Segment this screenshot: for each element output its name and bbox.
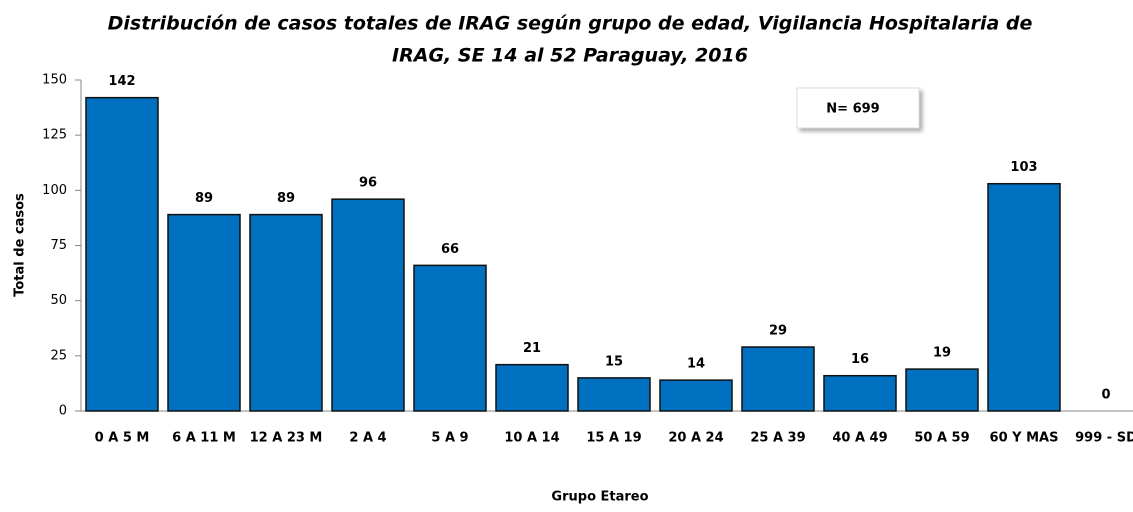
data-label: 16 — [851, 352, 869, 367]
data-label: 66 — [441, 242, 459, 257]
y-tick-label: 25 — [50, 348, 67, 363]
y-tick-label: 150 — [42, 73, 67, 88]
y-tick-label: 125 — [42, 128, 67, 143]
data-label: 19 — [933, 346, 951, 361]
bar — [905, 368, 979, 412]
x-tick-label: 60 Y MAS — [990, 431, 1059, 446]
y-tick-label: 100 — [42, 183, 67, 198]
data-label: 96 — [359, 176, 377, 191]
x-tick-label: 50 A 59 — [914, 431, 969, 446]
x-tick-label: 20 A 24 — [668, 431, 723, 446]
data-label: 89 — [195, 191, 213, 206]
bar — [495, 363, 569, 412]
bar — [249, 213, 323, 412]
x-tick-label: 10 A 14 — [504, 431, 559, 446]
x-tick-label: 0 A 5 M — [95, 431, 150, 446]
bar — [987, 182, 1061, 412]
data-label: 89 — [277, 191, 295, 206]
y-axis-label: Total de casos — [13, 193, 28, 297]
data-label: 103 — [1010, 160, 1037, 175]
data-label: 21 — [523, 341, 541, 356]
annotation: N= 699 — [826, 102, 879, 117]
chart-title: Distribución de casos totales de IRAG se… — [108, 13, 1033, 35]
x-tick-label: 40 A 49 — [832, 431, 887, 446]
bar — [413, 264, 487, 412]
bar — [823, 374, 897, 412]
bar — [331, 198, 405, 412]
bar — [659, 379, 733, 412]
x-tick-label: 15 A 19 — [586, 431, 641, 446]
bar — [85, 96, 159, 412]
x-tick-label: 5 A 9 — [431, 431, 468, 446]
data-label: 29 — [769, 324, 787, 339]
y-tick-label: 50 — [50, 293, 67, 308]
data-label: 0 — [1101, 388, 1110, 403]
y-tick-label: 0 — [59, 404, 67, 419]
x-tick-label: 12 A 23 M — [250, 431, 323, 446]
chart-title: IRAG, SE 14 al 52 Paraguay, 2016 — [392, 45, 748, 67]
x-tick-label: 6 A 11 M — [172, 431, 236, 446]
x-tick-label: 25 A 39 — [750, 431, 805, 446]
data-label: 142 — [108, 74, 135, 89]
data-label: 15 — [605, 354, 623, 369]
bar — [167, 213, 241, 412]
x-tick-label: 999 - SD — [1075, 431, 1133, 446]
y-tick-label: 75 — [50, 238, 67, 253]
x-tick-label: 2 A 4 — [349, 431, 386, 446]
bar — [577, 377, 651, 412]
data-label: 14 — [687, 357, 705, 372]
bar — [741, 346, 815, 412]
annotation-box — [796, 87, 920, 129]
x-axis-label: Grupo Etareo — [551, 490, 648, 505]
